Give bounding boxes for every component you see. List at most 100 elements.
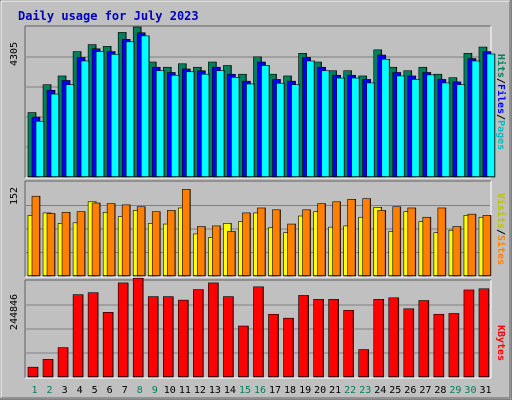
bar-sites-10 [166, 210, 176, 277]
x-tick-label: 13 [209, 385, 221, 396]
bar-pages-13 [216, 70, 225, 178]
bar-pages-4 [80, 60, 90, 178]
bar-kbytes-8 [132, 277, 144, 378]
bar-pages-1 [35, 120, 45, 178]
bar-sites-9 [151, 211, 161, 277]
x-tick-label: 23 [359, 385, 371, 396]
bar-sites-21 [332, 201, 341, 277]
bar-kbytes-17 [268, 313, 279, 378]
bar-kbytes-6 [102, 312, 114, 378]
bar-sites-30 [467, 213, 477, 277]
x-tick-label: 1 [32, 385, 38, 396]
x-tick-label: 6 [107, 385, 113, 396]
bar-pages-7 [125, 41, 135, 178]
bar-kbytes-13 [208, 282, 219, 378]
bar-kbytes-16 [253, 286, 264, 378]
x-tick-label: 24 [374, 385, 386, 396]
bar-pages-3 [65, 84, 75, 178]
x-tick-label: 20 [314, 385, 326, 396]
bar-kbytes-1 [27, 366, 39, 378]
x-tick-label: 12 [194, 385, 206, 396]
bar-sites-13 [212, 225, 221, 277]
x-tick-label: 3 [62, 385, 68, 396]
bar-sites-28 [437, 207, 447, 277]
bar-sites-27 [422, 216, 432, 277]
bar-pages-2 [50, 93, 60, 178]
bar-kbytes-5 [87, 292, 99, 378]
bar-pages-10 [170, 74, 180, 178]
bar-pages-22 [351, 77, 360, 178]
x-tick-label: 21 [329, 385, 341, 396]
bar-pages-29 [456, 84, 466, 178]
legend-sites-visits: Visits/Sites [495, 193, 507, 265]
bar-sites-3 [61, 212, 71, 277]
x-tick-label: 4 [77, 385, 83, 396]
bar-sites-7 [121, 204, 131, 277]
y-max-label: 4305 [9, 42, 20, 66]
x-tick-label: 29 [449, 385, 461, 396]
bar-kbytes-24 [373, 299, 385, 378]
bar-sites-11 [182, 189, 191, 277]
bar-kbytes-28 [433, 313, 445, 378]
bar-pages-9 [155, 70, 165, 178]
bar-sites-8 [136, 206, 146, 277]
bar-sites-1 [31, 195, 41, 277]
x-tick-label: 31 [479, 385, 491, 396]
bar-pages-30 [471, 60, 481, 178]
bar-kbytes-25 [388, 297, 400, 378]
bar-pages-25 [396, 75, 406, 178]
bar-kbytes-7 [117, 282, 129, 378]
legend-item-kbytes: KBytes [495, 325, 506, 361]
bar-kbytes-2 [42, 359, 54, 378]
bar-sites-4 [76, 211, 86, 277]
x-tick-label: 19 [299, 385, 311, 396]
bar-kbytes-21 [328, 299, 339, 378]
bar-sites-12 [197, 226, 206, 277]
bar-pages-31 [486, 53, 496, 178]
bar-pages-23 [366, 82, 376, 178]
bar-pages-18 [291, 84, 300, 178]
bar-pages-20 [321, 70, 330, 178]
x-tick-label: 30 [464, 385, 476, 396]
bar-kbytes-30 [463, 289, 475, 378]
bar-pages-5 [95, 51, 105, 178]
legend-item-visits: Visits [495, 193, 507, 229]
bar-pages-28 [441, 82, 451, 178]
bar-sites-31 [482, 215, 492, 277]
panel-sites-visits: 152 Visits/Sites [9, 180, 507, 278]
legend-item-pages: Pages [495, 120, 506, 150]
bar-pages-16 [261, 65, 270, 178]
bar-sites-25 [392, 206, 402, 277]
legend-kbytes: KBytes [495, 325, 506, 361]
x-tick-label: 9 [152, 385, 158, 396]
bar-kbytes-22 [343, 310, 354, 378]
x-tick-label: 18 [284, 385, 296, 396]
bar-kbytes-19 [298, 295, 309, 378]
legend-separator: / [495, 229, 506, 235]
legend-item-files: Files [495, 84, 507, 114]
x-tick-label: 5 [92, 385, 98, 396]
x-tick-label: 11 [179, 385, 191, 396]
chart-title: Daily usage for July 2023 [18, 9, 199, 23]
y-max-label: 152 [9, 187, 20, 205]
bar-sites-16 [257, 207, 266, 277]
x-tick-label: 7 [122, 385, 128, 396]
legend-separator: / [495, 114, 506, 120]
x-tick-label: 8 [137, 385, 143, 396]
bar-pages-17 [276, 82, 285, 178]
bar-sites-2 [46, 213, 56, 277]
x-tick-label: 22 [344, 385, 356, 396]
bar-pages-26 [411, 79, 421, 178]
bar-sites-23 [362, 198, 372, 277]
bar-sites-24 [377, 210, 387, 277]
bar-sites-18 [287, 223, 296, 277]
legend-item-sites: Sites [495, 235, 507, 265]
panel-hits-files-pages: 4305 Hits/Files/Pages [9, 25, 507, 179]
x-tick-label: 17 [269, 385, 281, 396]
bar-kbytes-27 [418, 300, 430, 378]
x-tick-label: 27 [419, 385, 431, 396]
bar-kbytes-18 [283, 317, 294, 378]
bar-sites-6 [106, 203, 116, 277]
x-tick-label: 15 [239, 385, 251, 396]
x-tick-label: 2 [47, 385, 53, 396]
